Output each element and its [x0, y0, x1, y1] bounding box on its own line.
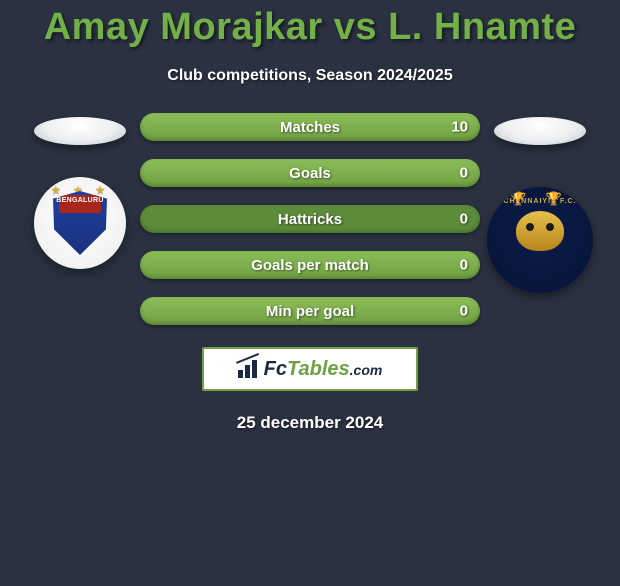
stat-value-right: 0	[460, 165, 468, 182]
stat-label: Matches	[280, 119, 340, 136]
shield-label: BENGALURU	[56, 197, 103, 204]
player-right-placeholder	[494, 117, 586, 145]
subtitle: Club competitions, Season 2024/2025	[0, 67, 620, 85]
stat-label: Min per goal	[266, 303, 354, 320]
stat-value-right: 0	[460, 303, 468, 320]
mascot-icon	[516, 211, 564, 251]
stat-label: Hattricks	[278, 211, 342, 228]
brand-tables: Tables	[287, 358, 350, 381]
shield-icon: BENGALURU	[53, 191, 107, 255]
comparison-panel: ★ ★ ★ BENGALURU Matches10Goals0Hattricks…	[0, 113, 620, 325]
stats-bars: Matches10Goals0Hattricks0Goals per match…	[140, 113, 480, 325]
stat-value-right: 10	[451, 119, 468, 136]
chart-icon	[238, 360, 260, 378]
stat-value-right: 0	[460, 257, 468, 274]
stat-label: Goals	[289, 165, 331, 182]
stat-bar: Matches 10	[140, 113, 480, 141]
stat-bar: Min per goal 0	[140, 297, 480, 325]
page-title: Amay Morajkar vs L. Hnamte	[0, 6, 620, 49]
stat-bar: Goals per match 0	[140, 251, 480, 279]
brand-fc: Fc	[264, 358, 287, 381]
club-logo-right: 🏆 🏆 CHENNAIYIN F.C.	[487, 187, 593, 293]
brand-com: .com	[350, 362, 383, 378]
date-label: 25 december 2024	[0, 413, 620, 433]
right-side: 🏆 🏆 CHENNAIYIN F.C.	[480, 113, 600, 325]
brand-text: Fc Tables .com	[264, 358, 383, 381]
brand-box[interactable]: Fc Tables .com	[202, 347, 418, 391]
stat-bar: Goals 0	[140, 159, 480, 187]
left-side: ★ ★ ★ BENGALURU	[20, 113, 140, 325]
stat-label: Goals per match	[251, 257, 369, 274]
trophy-icon: 🏆 🏆	[487, 191, 593, 207]
stat-bar: Hattricks 0	[140, 205, 480, 233]
stat-value-right: 0	[460, 211, 468, 228]
club-logo-left: ★ ★ ★ BENGALURU	[34, 177, 126, 269]
player-left-placeholder	[34, 117, 126, 145]
